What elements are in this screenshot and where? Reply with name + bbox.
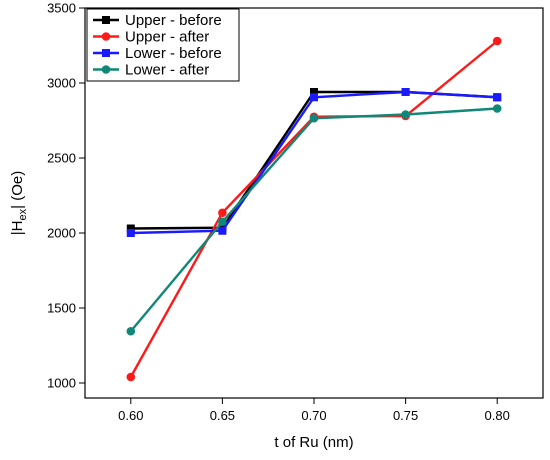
legend-marker [101,32,111,41]
y-axis: 1000 1500 2000 2500 3000 3500 [47,1,85,391]
legend-marker [102,49,110,57]
legend-label: Lower - after [125,62,209,79]
plot-layer [126,36,502,382]
data-point [218,217,227,227]
x-tick-label: 0.70 [301,408,326,423]
data-point [126,229,135,237]
x-tick-label: 0.80 [485,408,510,423]
y-tick-label: 1000 [47,376,76,391]
y-axis-title-suffix: | (Oe) [9,171,26,209]
data-point [218,208,227,218]
data-point [126,326,136,336]
legend-marker [102,16,110,24]
data-point [126,372,136,382]
y-tick-label: 3500 [47,1,76,16]
legend-item: Upper - before [93,12,222,29]
x-tick-label: 0.60 [118,408,143,423]
series [126,104,502,336]
data-point [126,224,135,233]
x-axis: 0.60 0.65 0.70 0.75 0.80 [118,398,510,423]
legend-label: Lower - before [125,45,222,62]
x-axis-title: t of Ru (nm) [274,434,353,451]
data-point [401,88,410,96]
y-axis-title: |Hex| (Oe) [9,171,29,235]
y-tick-label: 2000 [47,226,76,241]
legend-item: Lower - before [93,45,222,62]
legend-label: Upper - after [125,29,209,46]
legend-item: Upper - after [93,29,209,46]
data-point [401,110,410,119]
y-tick-label: 3000 [47,76,76,91]
data-point [218,226,227,235]
series [126,88,502,233]
legend-item: Lower - after [93,62,209,79]
series-line [129,107,498,333]
series [126,88,502,237]
data-point [309,113,319,123]
y-axis-title-subscript: ex [17,208,29,220]
legend-label: Upper - before [125,12,222,29]
data-point [492,36,502,46]
x-tick-label: 0.65 [210,408,235,423]
y-tick-label: 2500 [47,151,76,166]
y-axis-title-prefix: |H [9,220,26,235]
data-point [493,93,502,102]
x-tick-label: 0.75 [393,408,418,423]
legend-marker [101,65,111,74]
data-point [310,88,318,96]
data-point [310,93,318,102]
data-point [492,104,502,113]
y-tick-label: 1500 [47,301,76,316]
